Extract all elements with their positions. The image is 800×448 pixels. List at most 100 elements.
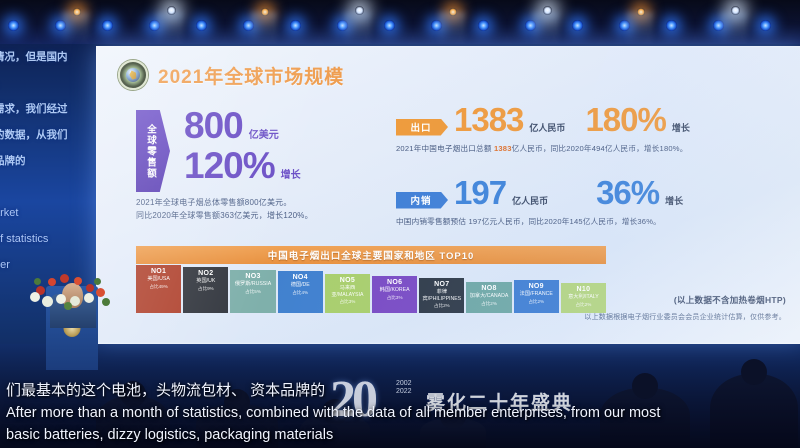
podium-flowers xyxy=(30,272,114,310)
stage-light-truss xyxy=(0,0,800,44)
top10-bar: NO7 菲律宾/PHILIPPINES 占比2% xyxy=(419,278,465,313)
flower xyxy=(56,294,66,304)
stage-light-blue-icon xyxy=(431,20,442,31)
top10-bar: NO1 美国/USA 占比49% xyxy=(136,265,182,313)
stage-light-white-icon xyxy=(355,6,364,15)
global-note: 2021年全球电子烟总体零售额800亿美元。 同比2020年全球零售额363亿美… xyxy=(136,196,378,222)
light-beam xyxy=(533,12,559,44)
top10-bar-rank: NO6 xyxy=(386,279,403,286)
top10-bar-value: 占比49% xyxy=(149,283,168,289)
top10-bar-rank: NO7 xyxy=(434,281,450,288)
domestic-value: 197 xyxy=(454,174,507,211)
flower xyxy=(70,296,80,306)
stage-light-white-icon xyxy=(167,6,176,15)
top10-bar: NO8 加拿大/CANADA 占比2% xyxy=(466,282,512,313)
top10-bar-value: 占比2% xyxy=(481,300,497,306)
export-note-prefix: 2021年中国电子烟出口总额 xyxy=(396,144,494,153)
slide-source-note: 以上数据根据电子烟行业委员会会员企业统计估算，仅供参考。 xyxy=(584,314,786,321)
stage-light-blue-icon xyxy=(619,20,630,31)
flower xyxy=(102,298,110,306)
light-beam xyxy=(251,12,277,44)
stage-light-blue-icon xyxy=(384,20,395,31)
stage-light-blue-icon xyxy=(196,20,207,31)
stage-light-blue-icon xyxy=(666,20,677,31)
top10-bar-rank: NO1 xyxy=(150,268,167,275)
top10-bar-country: 加拿大/CANADA xyxy=(469,293,509,299)
left-screen-text-line: 的数据，从我们 xyxy=(0,129,68,141)
left-screen-text-line: of statistics xyxy=(0,233,49,245)
top10-bar-country: 英国/UK xyxy=(196,278,216,284)
top10-bar-value: 占比3% xyxy=(386,294,403,300)
stage-light-blue-icon xyxy=(478,20,489,31)
export-growth-value: 180% xyxy=(585,101,666,138)
flower xyxy=(34,278,41,285)
audience-silhouette xyxy=(710,374,798,448)
top10-bar-value: 占比2% xyxy=(433,303,450,308)
top10-bar-rank: NO4 xyxy=(292,274,308,281)
top10-bar-value: 占比2% xyxy=(575,301,592,307)
stage-light-white-icon xyxy=(543,6,552,15)
global-retail-block: 全球零售额 800 亿美元 120% 增长 2021年全球电子烟总体零售额800… xyxy=(136,106,378,222)
global-retail-ribbon-label: 全球零售额 xyxy=(145,123,156,179)
slide-title: 2021年全球市场规模 xyxy=(158,66,345,88)
export-growth-label: 增长 xyxy=(671,123,690,133)
export-value: 1383 xyxy=(454,101,524,138)
light-beam xyxy=(439,12,465,44)
stage-light-amber-icon xyxy=(73,8,81,16)
global-growth-value: 120% xyxy=(184,145,276,186)
subtitle-chinese: 们最基本的这个电池，头物流包材、 资本品牌的 xyxy=(6,382,326,399)
stage-light-blue-icon xyxy=(243,20,254,31)
top10-bar-value: 占比9% xyxy=(197,285,214,291)
export-domestic-block: 出口 1383 亿人民币 180% 增长 2021年中国电子烟出口总额 1383… xyxy=(396,102,786,228)
light-beam xyxy=(627,12,653,44)
stage-light-blue-icon xyxy=(337,20,348,31)
top10-bar: NO6 韩国/KOREA 占比3% xyxy=(372,276,418,313)
global-value-row: 800 亿美元 xyxy=(136,106,378,146)
top10-bar-country: 俄罗斯/RUSSIA xyxy=(234,281,272,287)
left-screen-text-line: arket xyxy=(0,207,19,219)
stage-light-amber-icon xyxy=(449,8,457,16)
top10-bar-value: 占比3% xyxy=(339,299,356,304)
top10-bar-country: 菲律宾/PHILIPPINES xyxy=(422,289,462,302)
flower xyxy=(74,277,82,285)
light-beam xyxy=(63,12,89,44)
top10-bar-rank: NO9 xyxy=(528,283,544,290)
export-note-suffix: 亿人民币，同比2020年494亿人民币，增长180%。 xyxy=(511,144,688,153)
stage-light-white-icon xyxy=(731,6,740,15)
top10-header: 中国电子烟出口全球主要国家和地区 TOP10 xyxy=(136,246,606,264)
left-screen-text-line: 情况，但是国内 xyxy=(0,51,68,63)
left-screen-text-line xyxy=(0,174,98,200)
export-row: 出口 1383 亿人民币 180% 增长 xyxy=(396,102,786,138)
export-note: 2021年中国电子烟出口总额 1383亿人民币，同比2020年494亿人民币，增… xyxy=(396,143,786,155)
association-emblem-icon xyxy=(118,60,148,90)
top10-bar: NO5 马来西亚/MALAYSIA 占比3% xyxy=(324,274,371,313)
global-note-line2: 同比2020年全球零售额363亿美元，增长120%。 xyxy=(136,211,313,220)
global-retail-value: 800 xyxy=(184,105,244,146)
domestic-note: 中国内销零售额预估 197亿元人民币，同比2020年145亿人民币，增长36%。 xyxy=(396,217,661,226)
light-beam xyxy=(721,12,747,44)
stage-light-amber-icon xyxy=(637,8,645,16)
stage-light-blue-icon xyxy=(102,20,113,31)
light-beam xyxy=(345,12,371,44)
stage-light-amber-icon xyxy=(261,8,269,16)
top10-bar-country: 马来西亚/MALAYSIA xyxy=(331,285,364,298)
light-beam xyxy=(157,12,183,44)
subtitle-overlay: 们最基本的这个电池，头物流包材、 资本品牌的 After more than a… xyxy=(0,380,800,446)
stage-light-blue-icon xyxy=(290,20,301,31)
top10-bar-country: 意大利/ITALY xyxy=(568,294,599,300)
stage-light-blue-icon xyxy=(713,20,724,31)
flower xyxy=(94,278,101,285)
flower xyxy=(42,296,53,307)
flower xyxy=(96,288,105,297)
audience-silhouette xyxy=(420,418,486,448)
flower xyxy=(64,302,72,310)
left-screen-text-line: 品牌的 xyxy=(0,155,26,167)
top10-chart: 中国电子烟出口全球主要国家和地区 TOP10 NO1 美国/USA 占比49% NO2… xyxy=(136,246,607,313)
top10-bar: NO2 英国/UK 占比9% xyxy=(183,267,229,313)
flower xyxy=(60,274,69,283)
top10-bar: NO9 法国/FRANCE 占比2% xyxy=(513,280,559,313)
audience-silhouette xyxy=(300,414,370,448)
domestic-tag: 内销 xyxy=(396,191,448,209)
flower xyxy=(84,293,94,303)
